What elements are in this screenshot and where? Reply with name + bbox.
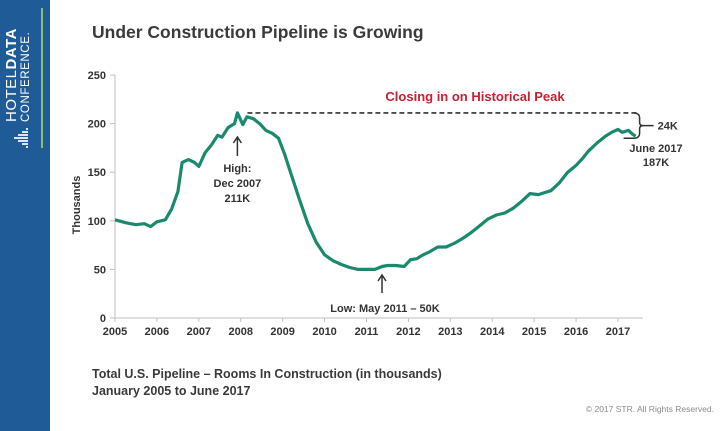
gap-brace bbox=[623, 112, 654, 139]
series-line-pipeline bbox=[114, 111, 637, 271]
annotation-current-line1: June 2017 bbox=[629, 143, 682, 155]
logo-bars-icon bbox=[14, 128, 28, 148]
annotation-high-line1: High: bbox=[223, 163, 251, 175]
y-tick-label: 100 bbox=[88, 216, 106, 228]
y-tick-label: 250 bbox=[88, 70, 106, 82]
x-tick-label: 2013 bbox=[438, 326, 462, 338]
y-axis-label: Thousands bbox=[71, 176, 83, 235]
x-tick-label: 2011 bbox=[355, 326, 379, 338]
annotation-low: Low: May 2011 – 50K bbox=[330, 273, 440, 315]
up-arrow-icon bbox=[232, 135, 243, 156]
x-tick-label: 2014 bbox=[480, 326, 505, 338]
x-tick-label: 2005 bbox=[103, 326, 127, 338]
annotation-high-line2: Dec 2007 bbox=[214, 178, 262, 190]
page-title: Under Construction Pipeline is Growing bbox=[92, 22, 424, 42]
x-tick-label: 2017 bbox=[606, 326, 630, 338]
sidebar-band: HOTELDATA CONFERENCE. bbox=[0, 0, 50, 431]
y-tick-label: 150 bbox=[88, 167, 106, 179]
annotation-current: June 2017 187K bbox=[629, 143, 682, 169]
annotation-low-text: Low: May 2011 – 50K bbox=[330, 303, 439, 315]
copyright-notice: © 2017 STR. All Rights Reserved. bbox=[585, 404, 714, 414]
sidebar-accent-line bbox=[41, 8, 43, 148]
x-tick-label: 2009 bbox=[270, 326, 294, 338]
annotation-closing-in-on-peak: Closing in on Historical Peak bbox=[385, 89, 565, 104]
x-tick-label: 2006 bbox=[145, 326, 169, 338]
y-tick-label: 200 bbox=[88, 119, 106, 131]
pipeline-line-chart: 0 50 100 150 200 250 2005 2006 2007 2008 2009 2010… bbox=[71, 70, 683, 338]
y-axis: 0 50 100 150 200 250 bbox=[88, 70, 116, 325]
x-tick-label: 2015 bbox=[522, 326, 546, 338]
y-tick-label: 0 bbox=[100, 313, 106, 325]
chart-caption: Total U.S. Pipeline – Rooms In Construct… bbox=[92, 366, 442, 400]
annotation-high-line3: 211K bbox=[225, 193, 251, 205]
up-arrow-icon bbox=[377, 273, 387, 293]
annotation-current-line2: 187K bbox=[643, 157, 669, 169]
hotel-data-conference-logo: HOTELDATA CONFERENCE. bbox=[3, 8, 42, 148]
annotation-gap-24k: 24K bbox=[658, 121, 678, 133]
annotation-high: High: Dec 2007 211K bbox=[214, 135, 262, 205]
x-tick-label: 2012 bbox=[396, 326, 420, 338]
caption-line-1: Total U.S. Pipeline – Rooms In Construct… bbox=[92, 367, 442, 381]
caption-line-2: January 2005 to June 2017 bbox=[92, 384, 251, 398]
x-tick-label: 2008 bbox=[229, 326, 253, 338]
x-tick-label: 2016 bbox=[564, 326, 588, 338]
y-tick-label: 50 bbox=[94, 264, 106, 276]
x-axis: 2005 2006 2007 2008 2009 2010 2011 2012 2013 2014… bbox=[103, 317, 643, 338]
x-tick-label: 2010 bbox=[312, 326, 336, 338]
x-tick-label: 2007 bbox=[187, 326, 211, 338]
